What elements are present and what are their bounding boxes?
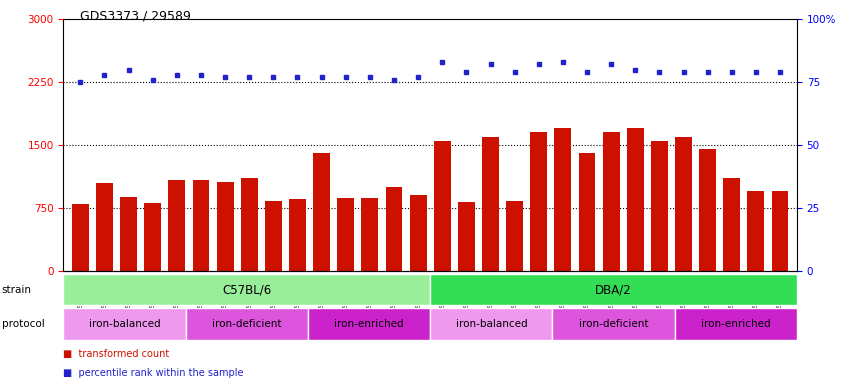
Bar [338, 198, 354, 271]
Text: iron-deficient: iron-deficient [579, 319, 648, 329]
Bar [63, 308, 185, 340]
Text: iron-deficient: iron-deficient [212, 319, 282, 329]
Text: iron-balanced: iron-balanced [89, 319, 161, 329]
Bar [313, 153, 330, 271]
Bar [552, 308, 674, 340]
Bar [241, 179, 258, 271]
Bar [361, 198, 378, 271]
Bar [72, 204, 89, 271]
Bar [120, 197, 137, 271]
Bar [651, 141, 667, 271]
Bar [675, 137, 692, 271]
Text: GDS3373 / 29589: GDS3373 / 29589 [80, 10, 191, 23]
Bar [458, 202, 475, 271]
Text: iron-balanced: iron-balanced [455, 319, 527, 329]
Text: protocol: protocol [2, 319, 45, 329]
Bar [530, 132, 547, 271]
Text: iron-enriched: iron-enriched [334, 319, 404, 329]
Bar [63, 274, 430, 305]
Bar [554, 128, 571, 271]
Bar [506, 201, 523, 271]
Bar [434, 141, 451, 271]
Bar [699, 149, 716, 271]
Bar [289, 199, 306, 271]
Text: ■  percentile rank within the sample: ■ percentile rank within the sample [63, 368, 244, 378]
Bar [265, 201, 282, 271]
Bar [386, 187, 403, 271]
Bar [96, 183, 113, 271]
Bar [308, 308, 430, 340]
Bar [772, 191, 788, 271]
Bar [627, 128, 644, 271]
Bar [168, 180, 185, 271]
Bar [185, 308, 308, 340]
Bar [482, 137, 499, 271]
Text: DBA/2: DBA/2 [596, 283, 632, 296]
Text: strain: strain [2, 285, 31, 295]
Bar [748, 191, 764, 271]
Bar [579, 153, 596, 271]
Bar [723, 179, 740, 271]
Bar [602, 132, 619, 271]
Bar [193, 180, 210, 271]
Text: C57BL/6: C57BL/6 [222, 283, 272, 296]
Text: ■  transformed count: ■ transformed count [63, 349, 170, 359]
Bar [409, 195, 426, 271]
Bar [217, 182, 233, 271]
Bar [430, 308, 552, 340]
Bar [430, 274, 797, 305]
Bar [145, 203, 162, 271]
Text: iron-enriched: iron-enriched [701, 319, 771, 329]
Bar [674, 308, 797, 340]
